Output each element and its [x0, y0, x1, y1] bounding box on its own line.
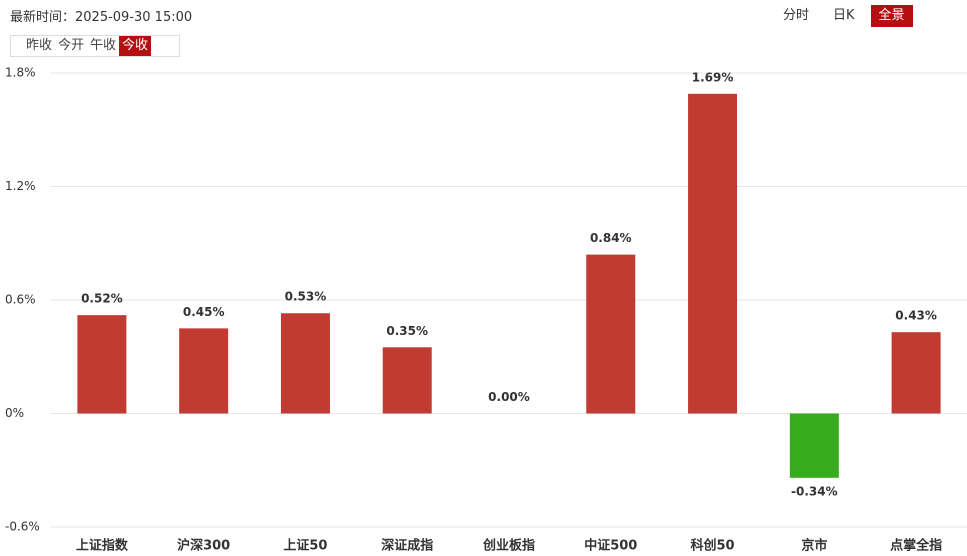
x-tick-label: 创业板指 [482, 538, 535, 554]
view-tab[interactable]: 全景 [870, 5, 913, 27]
x-tick-label: 中证500 [584, 538, 637, 554]
x-tick-label: 深证成指 [381, 538, 433, 554]
x-tick-label: 点掌全指 [890, 538, 942, 554]
bar [789, 413, 839, 478]
update-time: 最新时间：2025-09-30 15:00 [10, 10, 193, 25]
view-tab[interactable]: 分时 [783, 8, 810, 23]
y-tick-label: 1.8% [5, 66, 36, 80]
bar [891, 332, 941, 414]
bar [586, 254, 636, 414]
y-tick-label: 0% [5, 406, 24, 420]
bar [688, 93, 738, 414]
bar [382, 347, 432, 414]
value-label: 0.45% [183, 305, 225, 319]
bar [179, 328, 229, 414]
value-label: 1.69% [692, 70, 734, 84]
x-tick-label: 上证50 [283, 539, 327, 554]
view-tabs: 分时 日K 全景 [775, 5, 913, 27]
base-button[interactable]: 今收 [119, 36, 152, 56]
value-label: 0.84% [590, 231, 632, 245]
base-buttons: 昨收 今开 午收 今收 [10, 35, 180, 57]
y-tick-label: -0.6% [5, 520, 40, 534]
bar [280, 313, 330, 414]
base-button[interactable]: 昨收 [26, 38, 53, 53]
value-label: 0.35% [386, 324, 428, 338]
value-label: 0.00% [488, 390, 530, 404]
value-label: 0.43% [895, 309, 937, 323]
value-label: 0.53% [285, 290, 327, 304]
base-button[interactable]: 午收 [90, 38, 117, 53]
x-tick-label: 京市 [801, 538, 827, 554]
y-tick-label: 0.6% [5, 293, 36, 307]
x-tick-label: 上证指数 [76, 538, 129, 554]
bar [77, 315, 127, 414]
value-label: 0.52% [81, 292, 123, 306]
base-button[interactable]: 今开 [58, 38, 85, 53]
value-label: -0.34% [791, 484, 838, 498]
x-tick-label: 沪深300 [177, 538, 230, 554]
y-tick-label: 1.2% [5, 179, 36, 193]
view-tab[interactable]: 日K [833, 8, 855, 23]
x-tick-label: 科创50 [691, 538, 735, 554]
